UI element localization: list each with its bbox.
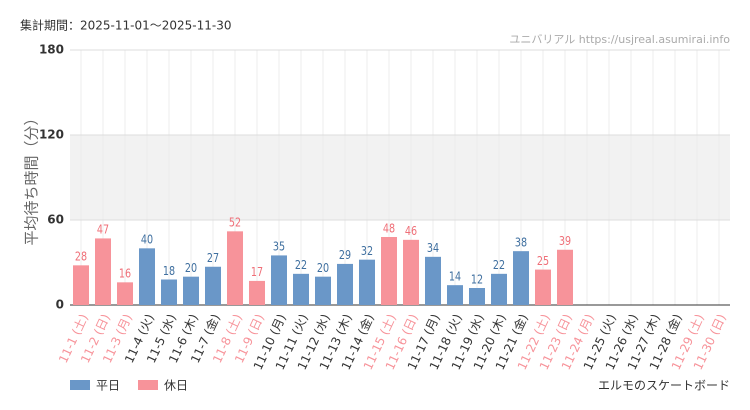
- data-label: 28: [75, 250, 87, 264]
- bar: [425, 256, 441, 305]
- bar: [447, 285, 463, 305]
- bar: [491, 273, 507, 305]
- bar: [293, 273, 309, 305]
- bar: [315, 276, 331, 305]
- bar: [183, 276, 199, 305]
- bar: [95, 238, 111, 305]
- bar: [161, 279, 177, 305]
- bar: [359, 259, 375, 305]
- bar: [249, 280, 265, 305]
- bar: [337, 263, 353, 305]
- legend-swatch: [70, 380, 90, 390]
- data-label: 12: [471, 272, 483, 286]
- data-label: 29: [339, 248, 351, 262]
- data-label: 22: [295, 258, 307, 272]
- y-tick-label: 120: [39, 128, 64, 142]
- chart-title: 集計期間：2025-11-01〜2025-11-30: [20, 18, 231, 33]
- legend-label: 休日: [164, 379, 188, 393]
- y-tick-label: 60: [47, 213, 64, 227]
- data-label: 27: [207, 251, 219, 265]
- data-label: 14: [449, 269, 461, 283]
- bar: [73, 265, 89, 305]
- legend-swatch: [138, 380, 158, 390]
- data-label: 16: [119, 267, 131, 281]
- bar: [535, 269, 551, 305]
- data-label: 25: [537, 254, 549, 268]
- data-label: 40: [141, 233, 153, 247]
- bar: [513, 251, 529, 305]
- bar: [557, 249, 573, 305]
- bar: [117, 282, 133, 305]
- data-label: 20: [317, 261, 329, 275]
- data-label: 17: [251, 265, 263, 279]
- y-axis-label: 平均待ち時間（分）: [23, 110, 41, 245]
- subtitle: エルモのスケートボード: [598, 379, 730, 393]
- data-label: 48: [383, 221, 395, 235]
- data-label: 18: [163, 264, 175, 278]
- shaded-band: [70, 135, 730, 220]
- data-label: 46: [405, 224, 417, 238]
- data-label: 39: [559, 234, 571, 248]
- y-tick-label: 0: [56, 298, 64, 312]
- y-tick-label: 180: [39, 43, 64, 57]
- bar: [139, 248, 155, 305]
- data-label: 32: [361, 244, 373, 258]
- data-label: 20: [185, 261, 197, 275]
- bar: [381, 237, 397, 305]
- data-label: 38: [515, 235, 527, 249]
- data-label: 22: [493, 258, 505, 272]
- data-label: 52: [229, 216, 241, 230]
- bar: [205, 266, 221, 305]
- source: ユニバリアル https://usjreal.asumirai.info: [509, 33, 730, 46]
- bar: [271, 255, 287, 305]
- data-label: 47: [97, 223, 109, 237]
- bar: [227, 231, 243, 305]
- legend-label: 平日: [96, 379, 120, 393]
- data-label: 34: [427, 241, 439, 255]
- bar: [469, 288, 485, 305]
- bar: [403, 239, 419, 305]
- data-label: 35: [273, 240, 285, 254]
